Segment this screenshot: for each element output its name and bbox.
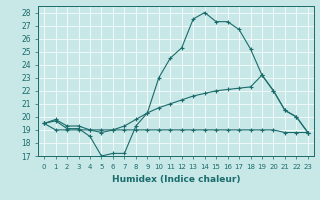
X-axis label: Humidex (Indice chaleur): Humidex (Indice chaleur) [112,175,240,184]
